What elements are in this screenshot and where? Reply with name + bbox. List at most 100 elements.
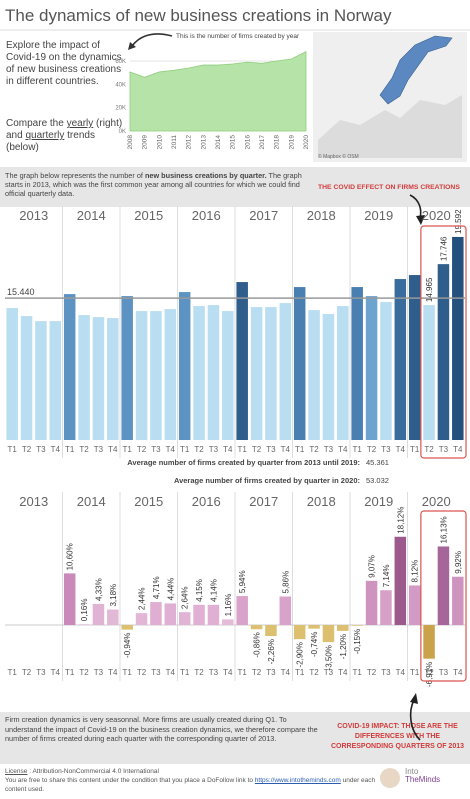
x-tick-label: T1 xyxy=(65,668,75,677)
bold-text: new business creations by quarter. xyxy=(144,171,267,180)
x-tick-label: T1 xyxy=(8,445,18,454)
x-tick-label: T2 xyxy=(252,445,262,454)
value-label: 18,12% xyxy=(396,507,405,534)
bar xyxy=(222,311,234,440)
y-tick-label: 60K xyxy=(115,59,126,65)
x-tick-label: 2015 xyxy=(230,135,237,150)
value-label: 14.965 xyxy=(425,277,434,302)
link[interactable]: https://www.intotheminds.com xyxy=(254,777,341,784)
x-tick-label: T2 xyxy=(137,445,147,454)
x-tick-label: 2009 xyxy=(142,135,149,150)
x-tick-label: T3 xyxy=(94,668,104,677)
bar xyxy=(49,321,62,440)
text: Compare the xyxy=(6,118,67,129)
year-label: 2017 xyxy=(249,494,278,509)
x-tick-label: 2011 xyxy=(171,135,178,149)
footer-text: Firm creation dynamics is very seasonnal… xyxy=(5,715,318,743)
average-label: Average number of firms created by quart… xyxy=(173,476,360,485)
bar xyxy=(308,625,320,629)
x-tick-label: T2 xyxy=(22,445,32,454)
value-label: 0,16% xyxy=(80,599,89,622)
bar xyxy=(351,287,363,440)
x-tick-label: T3 xyxy=(381,668,391,677)
year-label: 2017 xyxy=(249,208,278,223)
y-tick-label: 20K xyxy=(115,106,126,112)
value-label: -0,94% xyxy=(123,633,132,658)
arrow-head xyxy=(410,693,418,704)
year-label: 2018 xyxy=(307,494,336,509)
bar xyxy=(6,308,18,440)
bar xyxy=(365,296,378,440)
year-label: 2020 xyxy=(422,494,451,509)
logo-icon xyxy=(380,768,400,788)
x-tick-label: T3 xyxy=(266,445,276,454)
x-tick-label: T1 xyxy=(353,445,363,454)
x-tick-label: T4 xyxy=(108,668,118,677)
bar xyxy=(178,292,191,440)
bar xyxy=(193,306,205,440)
x-tick-label: T3 xyxy=(266,668,276,677)
bar xyxy=(293,625,306,640)
bar xyxy=(150,311,162,440)
value-label: 5,86% xyxy=(281,571,290,594)
value-label: 9,07% xyxy=(368,555,377,578)
bar xyxy=(250,625,263,630)
x-tick-label: 2012 xyxy=(186,135,193,150)
x-tick-label: T2 xyxy=(194,445,204,454)
x-tick-label: T2 xyxy=(252,668,262,677)
x-tick-label: T2 xyxy=(367,668,377,677)
year-label: 2014 xyxy=(77,494,106,509)
bar xyxy=(250,307,263,440)
bar xyxy=(337,306,349,440)
text: The graph starts in 2013, which was the … xyxy=(5,171,302,198)
x-tick-label: T1 xyxy=(65,445,75,454)
value-label: -0,86% xyxy=(253,632,262,657)
x-tick-label: T1 xyxy=(123,445,133,454)
value-label: -2,26% xyxy=(267,639,276,664)
bar xyxy=(365,580,378,626)
bar xyxy=(222,619,234,626)
value-label: 16,13% xyxy=(439,516,448,543)
value-label: 5,94% xyxy=(238,570,247,593)
license: License : Attribution-NonCommercial 4.0 … xyxy=(5,768,159,775)
year-label: 2019 xyxy=(364,494,393,509)
bar xyxy=(20,316,33,440)
text: : Attribution-NonCommercial 4.0 Internat… xyxy=(27,768,159,775)
x-tick-label: T1 xyxy=(238,668,248,677)
value-label: 3,18% xyxy=(109,584,118,607)
x-tick-label: T3 xyxy=(36,445,46,454)
x-tick-label: T4 xyxy=(453,445,463,454)
value-label: 9,92% xyxy=(454,551,463,574)
bar xyxy=(452,576,464,626)
x-tick-label: 2019 xyxy=(288,135,295,150)
x-tick-label: 2018 xyxy=(274,135,281,150)
bar xyxy=(279,596,292,626)
link-text[interactable]: License xyxy=(5,768,28,775)
x-tick-label: T3 xyxy=(36,668,46,677)
year-label: 2019 xyxy=(364,208,393,223)
bar xyxy=(150,602,162,626)
y-tick-label: 0K xyxy=(119,129,126,135)
link-text: quarterly xyxy=(25,130,65,141)
bar xyxy=(78,624,90,626)
x-tick-label: T2 xyxy=(22,668,32,677)
x-tick-label: 2010 xyxy=(156,135,163,150)
x-tick-label: T3 xyxy=(439,668,449,677)
arrow-head xyxy=(128,42,136,50)
x-tick-label: T1 xyxy=(238,445,248,454)
bar xyxy=(322,625,335,643)
bar xyxy=(380,302,392,440)
bar xyxy=(408,275,421,440)
bar xyxy=(107,609,119,626)
link-text: yearly xyxy=(66,118,94,129)
x-tick-label: T3 xyxy=(324,445,334,454)
bar xyxy=(423,625,435,659)
x-tick-label: T4 xyxy=(338,445,348,454)
highlight-box xyxy=(420,510,467,682)
value-label: 19.592 xyxy=(454,209,463,234)
x-tick-label: T3 xyxy=(94,445,104,454)
y-tick-label: 40K xyxy=(115,82,126,88)
value-label: 1,16% xyxy=(224,594,233,617)
